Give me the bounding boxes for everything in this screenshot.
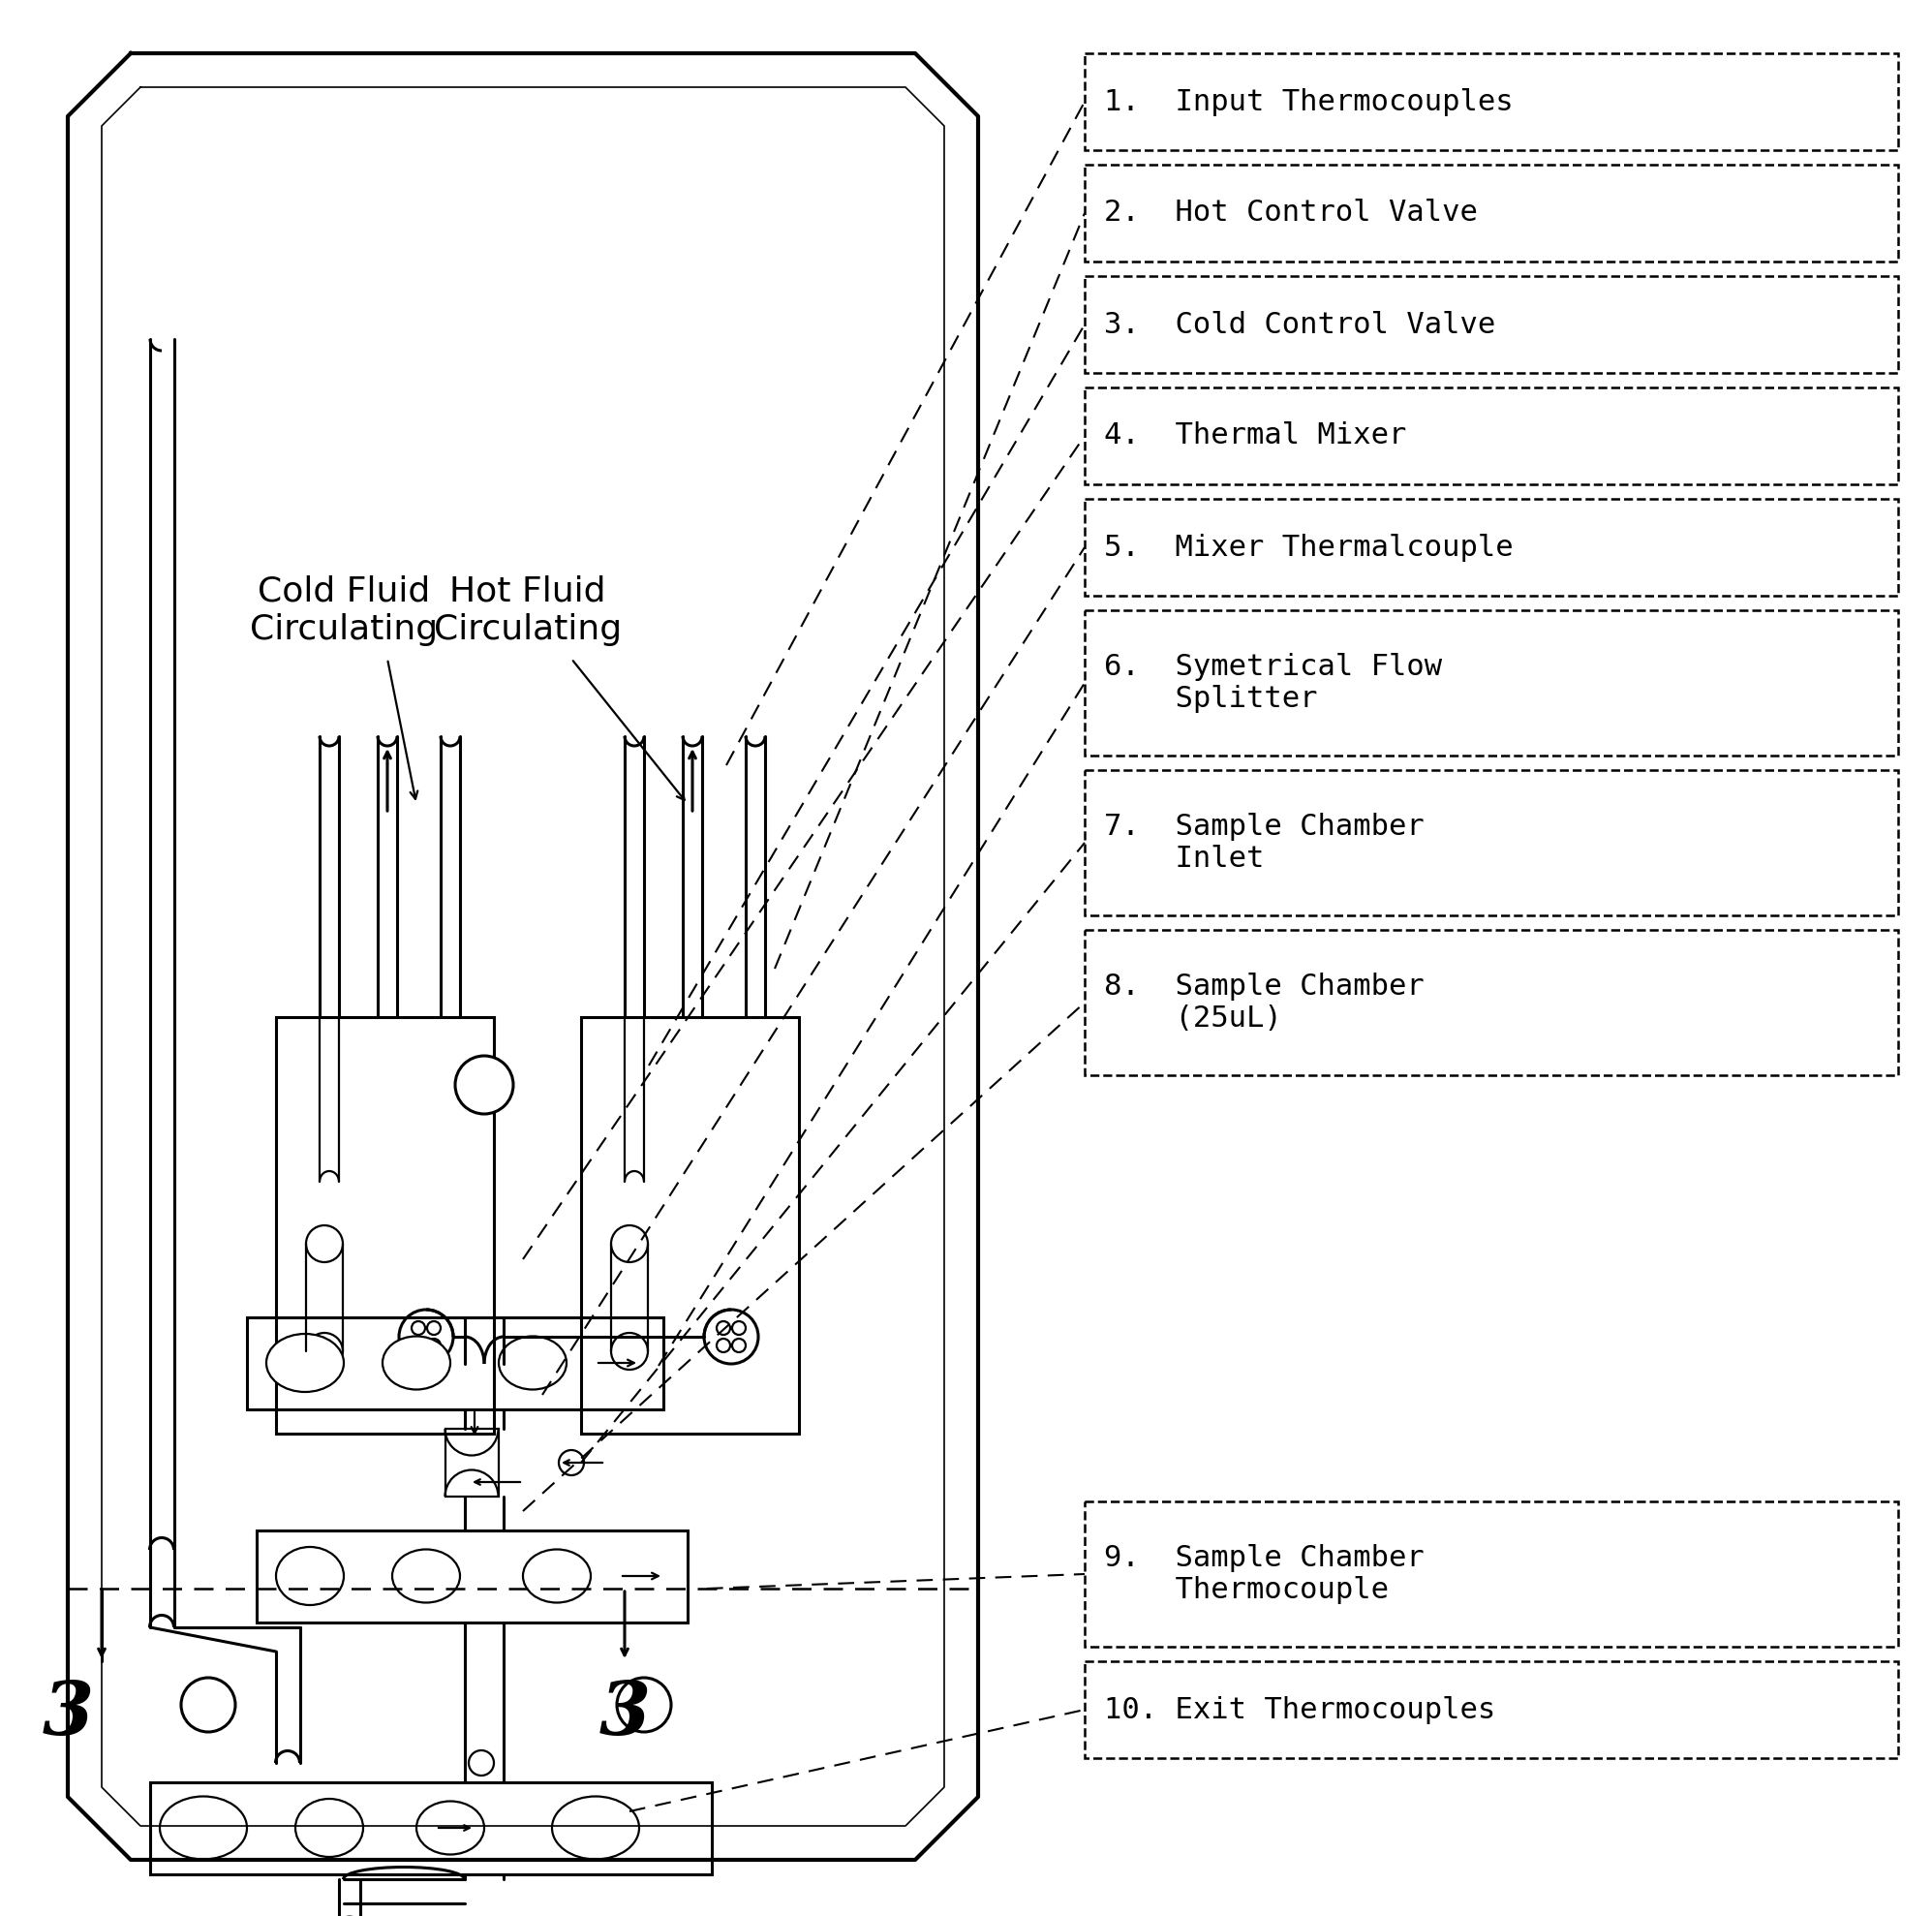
Bar: [582, 1017, 800, 1433]
Circle shape: [717, 1339, 730, 1353]
Text: 4.  Thermal Mixer: 4. Thermal Mixer: [1103, 422, 1406, 450]
Ellipse shape: [417, 1801, 485, 1855]
Ellipse shape: [392, 1550, 460, 1602]
Ellipse shape: [524, 1550, 591, 1602]
Bar: [1084, 498, 1897, 596]
Text: 1.  Input Thermocouples: 1. Input Thermocouples: [1103, 88, 1513, 115]
Circle shape: [558, 1450, 583, 1475]
Ellipse shape: [267, 1334, 344, 1391]
Bar: [1084, 611, 1897, 755]
Circle shape: [456, 1056, 514, 1113]
Ellipse shape: [383, 1335, 450, 1389]
Ellipse shape: [611, 1334, 647, 1370]
Circle shape: [412, 1322, 425, 1335]
Text: 5.  Mixer Thermalcouple: 5. Mixer Thermalcouple: [1103, 533, 1513, 561]
Circle shape: [469, 1751, 495, 1776]
Text: 8.  Sample Chamber
    (25uL): 8. Sample Chamber (25uL): [1103, 971, 1424, 1033]
Text: 9.  Sample Chamber
    Thermocouple: 9. Sample Chamber Thermocouple: [1103, 1544, 1424, 1604]
Ellipse shape: [276, 1546, 344, 1606]
Bar: [1084, 54, 1897, 149]
Ellipse shape: [305, 1226, 342, 1263]
Bar: [1084, 1661, 1897, 1759]
Text: 6.  Symetrical Flow
    Splitter: 6. Symetrical Flow Splitter: [1103, 653, 1441, 713]
Bar: [257, 1531, 688, 1623]
Circle shape: [427, 1322, 440, 1335]
Circle shape: [616, 1678, 670, 1732]
Ellipse shape: [553, 1797, 639, 1859]
Circle shape: [703, 1311, 757, 1364]
Text: 3: 3: [599, 1678, 651, 1751]
Circle shape: [732, 1339, 746, 1353]
Text: 3: 3: [43, 1678, 93, 1751]
Bar: [446, 1429, 498, 1496]
Circle shape: [717, 1322, 730, 1335]
Circle shape: [732, 1322, 746, 1335]
Text: 7.  Sample Chamber
    Inlet: 7. Sample Chamber Inlet: [1103, 812, 1424, 874]
Ellipse shape: [296, 1799, 363, 1857]
Text: 2.  Hot Control Valve: 2. Hot Control Valve: [1103, 199, 1478, 228]
Bar: [151, 1782, 711, 1874]
Text: 3.  Cold Control Valve: 3. Cold Control Valve: [1103, 310, 1495, 339]
Bar: [247, 1318, 663, 1410]
Ellipse shape: [160, 1797, 247, 1859]
Bar: [1084, 1502, 1897, 1646]
Bar: [1084, 387, 1897, 485]
Circle shape: [182, 1678, 236, 1732]
Bar: [1084, 165, 1897, 262]
Circle shape: [412, 1339, 425, 1353]
Circle shape: [400, 1311, 454, 1364]
Ellipse shape: [611, 1226, 647, 1263]
Ellipse shape: [498, 1335, 566, 1389]
Bar: [1084, 276, 1897, 374]
Bar: [1084, 770, 1897, 916]
Ellipse shape: [305, 1334, 342, 1370]
Text: Hot Fluid
Circulating: Hot Fluid Circulating: [435, 575, 622, 646]
Circle shape: [427, 1339, 440, 1353]
Text: Cold Fluid
Circulating: Cold Fluid Circulating: [249, 575, 439, 646]
Bar: [1084, 929, 1897, 1075]
Bar: [276, 1017, 495, 1433]
Text: 10. Exit Thermocouples: 10. Exit Thermocouples: [1103, 1696, 1495, 1724]
